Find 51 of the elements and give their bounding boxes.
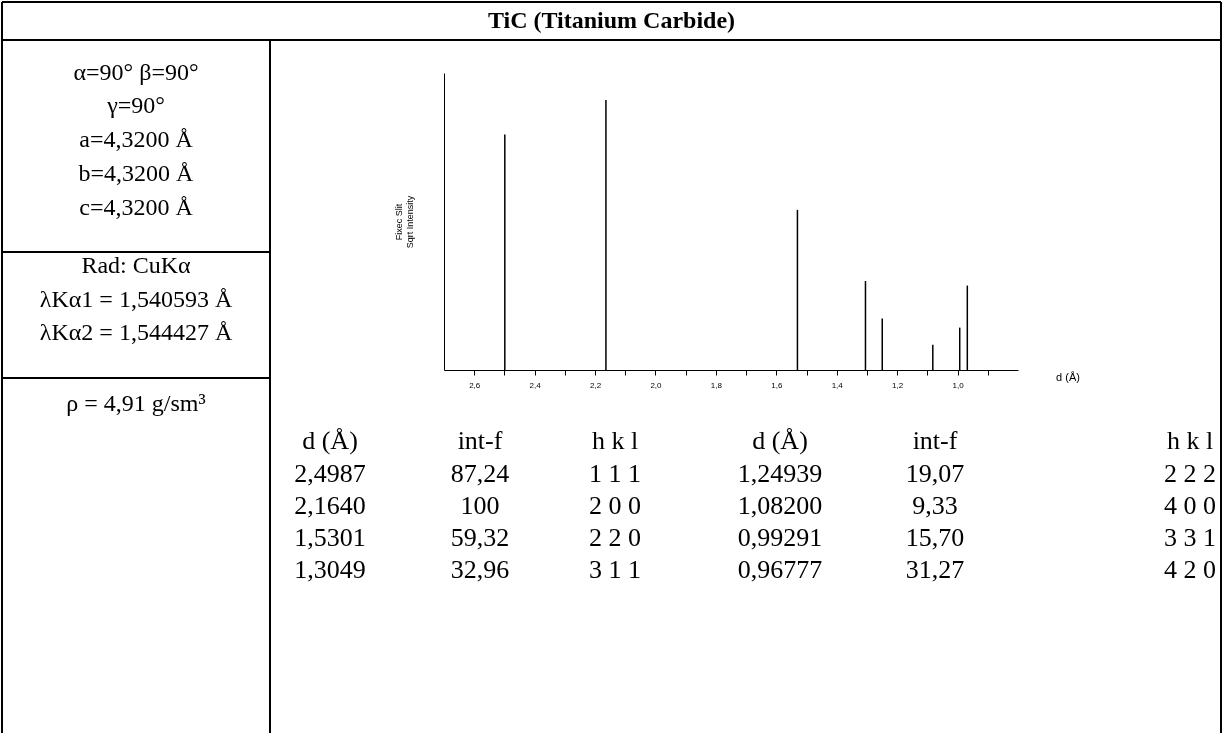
text: 2,1640 (294, 491, 366, 520)
text: 2 2 0 (589, 523, 641, 552)
text: λKα2 = 1,544427 Å (39, 319, 233, 345)
text: 100 (460, 491, 500, 520)
text: 59,32 (450, 523, 510, 552)
text: 4 0 0 (1164, 491, 1216, 520)
text: 2,4987 (294, 459, 366, 488)
text: 9,33 (912, 491, 958, 520)
text: a=4,3200 Å (79, 126, 194, 152)
x-tick-label: 1,0 (952, 380, 965, 390)
text: 2 0 0 (589, 491, 641, 520)
text: h k l (1166, 426, 1214, 455)
x-tick-label: 2,2 (589, 380, 602, 390)
text: α=90° β=90° (73, 59, 199, 85)
text: h k l (591, 426, 639, 455)
text: γ=90° (106, 92, 165, 118)
text: c=4,3200 Å (79, 194, 194, 220)
text: d (Å) (752, 426, 808, 455)
x-tick-label: 2,0 (650, 380, 663, 390)
text: 1,3049 (294, 555, 366, 584)
text: 3 3 1 (1164, 523, 1216, 552)
text: int-f (912, 426, 958, 455)
x-tick-label: 1,2 (892, 380, 904, 390)
text: 4 2 0 (1164, 555, 1216, 584)
text: Rad: CuKα (81, 252, 192, 278)
text: 3 1 1 (589, 555, 641, 584)
text: b=4,3200 Å (78, 160, 195, 186)
x-tick-label: 1,4 (831, 380, 844, 390)
text: int-f (457, 426, 503, 455)
x-axis-title: d (Å) (1056, 371, 1080, 383)
x-tick-label: 2,4 (529, 380, 542, 390)
text: 19,07 (905, 459, 965, 488)
text: 1,08200 (737, 491, 823, 520)
text: 1 1 1 (589, 459, 641, 488)
text: 0,96777 (737, 555, 823, 584)
text: λKα1 = 1,540593 Å (39, 286, 233, 312)
text: 31,27 (905, 555, 965, 584)
text: d (Å) (302, 426, 358, 455)
text: 87,24 (450, 459, 510, 488)
text: 0,99291 (737, 523, 823, 552)
x-tick-label: 2,6 (469, 380, 481, 390)
x-tick-label: 1,6 (771, 380, 783, 390)
text: 1,24939 (737, 459, 823, 488)
y-axis-title: Fixec Slit Sqrt Intensity (393, 195, 415, 249)
text: 2 2 2 (1164, 459, 1216, 488)
x-tick-label: 1,8 (710, 380, 723, 390)
text: 32,96 (450, 555, 510, 584)
chart-title: TiC (Titanium Carbide) (487, 7, 736, 33)
text: ρ = 4,91 g/sm³ (66, 390, 206, 416)
text: 15,70 (905, 523, 965, 552)
text: 1,5301 (294, 523, 366, 552)
